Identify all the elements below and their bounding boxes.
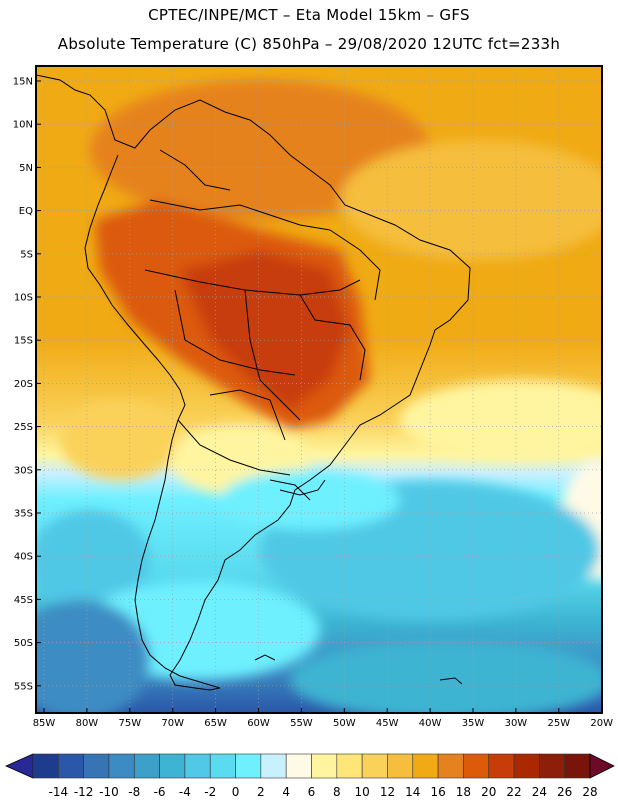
map-frame (35, 65, 603, 714)
lat-label: 5N (19, 163, 33, 174)
lat-label: 15S (14, 336, 33, 347)
lat-label: EQ (19, 206, 33, 217)
colorbar-swatch (159, 753, 186, 779)
lat-label: 25S (14, 422, 33, 433)
colorbar-label: 8 (333, 785, 341, 799)
colorbar-label: 16 (430, 785, 445, 799)
lat-label: 50S (14, 638, 33, 649)
lon-label: 75W (118, 718, 141, 729)
colorbar-swatch (564, 753, 591, 779)
lon-label: 70W (161, 718, 184, 729)
colorbar-low-arrow (5, 753, 34, 779)
colorbar-label: 26 (557, 785, 572, 799)
lat-label: 5S (20, 249, 33, 260)
colorbar-swatch (235, 753, 262, 779)
colorbar-swatch (285, 753, 312, 779)
lon-label: 85W (33, 718, 56, 729)
lon-label: 80W (76, 718, 99, 729)
lat-label: 55S (14, 681, 33, 692)
colorbar-label: -14 (49, 785, 69, 799)
colorbar-label: 22 (506, 785, 521, 799)
colorbar-swatch (387, 753, 414, 779)
colorbar-swatch (437, 753, 464, 779)
colorbar-swatch (108, 753, 135, 779)
lat-label: 20S (14, 379, 33, 390)
longitude-labels: 85W 80W 75W 70W 65W 60W 55W 50W 45W 40W 35W 30W 25W 2… (33, 708, 613, 729)
colorbar-label: -8 (128, 785, 140, 799)
colorbar-label: 6 (308, 785, 316, 799)
colorbar-label: 12 (380, 785, 395, 799)
lon-label: 60W (247, 718, 270, 729)
latitude-labels: 15N 10N 5N EQ 5S 10S 15S 20S 25S 30S 35S 40S 45S 50S 5… (13, 77, 41, 692)
colorbar-swatch (412, 753, 439, 779)
title-line-2: Absolute Temperature (C) 850hPa – 29/08/… (57, 35, 561, 53)
colorbar-label: 14 (405, 785, 420, 799)
colorbar-swatch (539, 753, 565, 779)
lon-label: 55W (290, 718, 313, 729)
colorbar-swatch (311, 753, 338, 779)
colorbar-label: 18 (456, 785, 471, 799)
lon-label: 40W (419, 718, 442, 729)
colorbar-label: 4 (282, 785, 290, 799)
colorbar-swatch (260, 753, 287, 779)
lon-label: 45W (376, 718, 399, 729)
colorbar-label: -6 (154, 785, 166, 799)
lon-label: 35W (462, 718, 485, 729)
lon-label: 30W (505, 718, 528, 729)
colorbar-label: -10 (99, 785, 119, 799)
colorbar-label: 2 (257, 785, 265, 799)
lon-label: 25W (547, 718, 570, 729)
colorbar: -14 -12 -10 -8 -6 -4 -2 0 2 4 6 8 10 12 14 16 18 20 22 24 26… (5, 753, 615, 799)
lon-label: 50W (333, 718, 356, 729)
colorbar-swatch (184, 753, 211, 779)
colorbar-label: 10 (354, 785, 369, 799)
lat-label: 10N (13, 120, 33, 131)
lat-label: 45S (14, 595, 33, 606)
colorbar-label: 28 (582, 785, 597, 799)
colorbar-label: -2 (204, 785, 216, 799)
colorbar-swatch (133, 753, 160, 779)
lat-label: 10S (14, 293, 33, 304)
colorbar-swatch (463, 753, 490, 779)
colorbar-label: 24 (532, 785, 547, 799)
lon-label: 65W (204, 718, 227, 729)
colorbar-swatch (209, 753, 236, 779)
lat-label: 35S (14, 509, 33, 520)
colorbar-swatch (513, 753, 540, 779)
temperature-field (36, 66, 602, 713)
colorbar-label: 20 (481, 785, 496, 799)
colorbar-swatch (83, 753, 110, 779)
lat-label: 40S (14, 552, 33, 563)
lat-label: 15N (13, 77, 33, 88)
colorbar-label: -4 (179, 785, 191, 799)
colorbar-label: -12 (74, 785, 94, 799)
lon-label: 20W (590, 718, 613, 729)
colorbar-swatch (32, 753, 59, 779)
colorbar-swatch (58, 753, 84, 779)
lat-label: 30S (14, 465, 33, 476)
title-line-1: CPTEC/INPE/MCT – Eta Model 15km – GFS (148, 6, 470, 24)
colorbar-swatch (488, 753, 515, 779)
colorbar-swatch (336, 753, 363, 779)
colorbar-high-arrow (589, 753, 615, 779)
coastline-and-borders (36, 74, 471, 691)
colorbar-label: 0 (232, 785, 240, 799)
colorbar-swatch (361, 753, 388, 779)
